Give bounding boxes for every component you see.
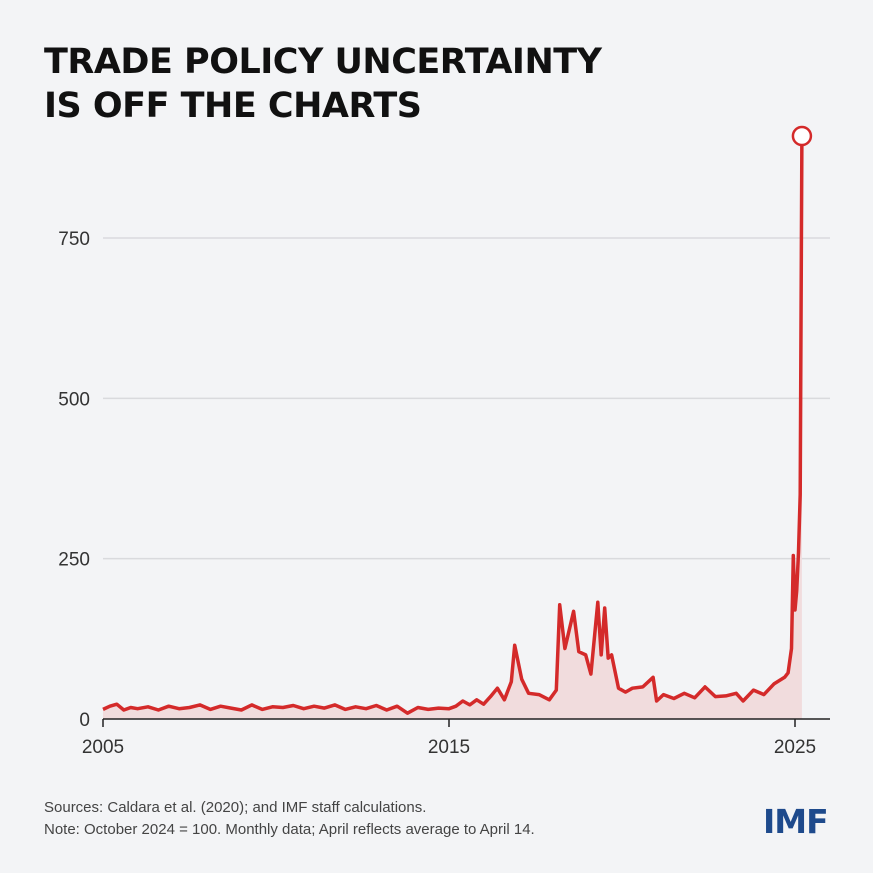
chart-footer: Sources: Caldara et al. (2020); and IMF …	[44, 797, 535, 841]
imf-logo: IMF	[763, 802, 829, 841]
series-area	[103, 136, 802, 719]
data-note: Note: October 2024 = 100. Monthly data; …	[44, 821, 535, 838]
chart-title-line2: IS OFF THE CHARTS	[44, 86, 422, 126]
y-tick-label: 750	[58, 229, 90, 250]
y-tick-label: 500	[58, 389, 90, 410]
y-tick-label: 0	[79, 710, 90, 731]
chart-title: TRADE POLICY UNCERTAINTY IS OFF THE CHAR…	[44, 40, 602, 128]
x-tick-label: 2025	[774, 737, 816, 758]
x-tick-label: 2005	[82, 737, 124, 758]
sources-note: Sources: Caldara et al. (2020); and IMF …	[44, 799, 427, 816]
series-line	[102, 135, 804, 715]
end-point-marker	[791, 125, 813, 147]
y-tick-label: 250	[58, 550, 90, 571]
chart-title-line1: TRADE POLICY UNCERTAINTY	[44, 42, 602, 82]
x-tick-label: 2015	[428, 737, 470, 758]
